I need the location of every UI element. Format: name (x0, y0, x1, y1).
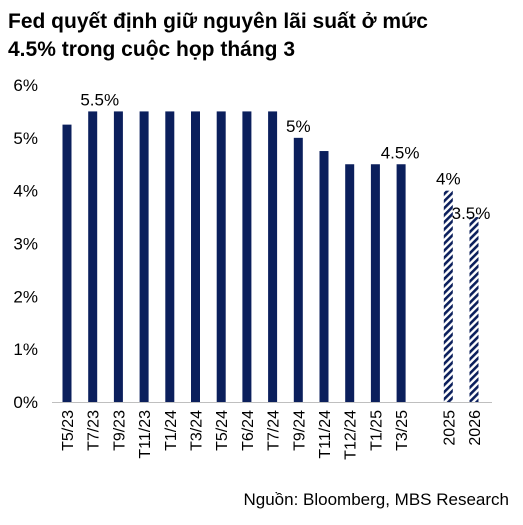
chart-title-line-1: Fed quyết định giữ nguyên lãi suất ở mức (8, 10, 428, 33)
bar (216, 111, 226, 403)
x-tick-label: T9/24 (291, 410, 308, 451)
x-tick-label: 2025 (441, 410, 458, 446)
data-label: 4% (436, 170, 461, 189)
x-tick-label: T3/24 (189, 410, 206, 451)
bar (293, 137, 303, 403)
y-tick-label: 4% (13, 182, 38, 201)
data-label: 5.5% (80, 90, 119, 109)
y-tick-label: 3% (13, 235, 38, 254)
bar (319, 151, 329, 402)
bar (113, 111, 123, 403)
y-axis: 0% 1% 2% 3% 4% 5% 6% (13, 76, 38, 412)
chart-title: Fed quyết định giữ nguyên lãi suất ở mức… (8, 8, 518, 64)
bars (62, 111, 479, 403)
bar (165, 111, 175, 403)
x-tick-label: T3/25 (394, 410, 411, 451)
x-tick-label: 2026 (467, 410, 484, 446)
bar (191, 111, 200, 403)
x-axis: T5/23 T7/23 T9/23 T11/23 T1/24 T3/24 T5/24 T6/2… (52, 402, 492, 460)
x-tick-label: T7/24 (266, 410, 283, 451)
bar (242, 111, 252, 403)
bar (396, 164, 406, 402)
x-tick-label: T11/24 (317, 410, 334, 459)
forecast-bar (469, 217, 479, 402)
bar (139, 111, 149, 403)
data-label: 5% (286, 117, 311, 136)
bar (88, 111, 98, 403)
y-tick-label: 5% (13, 129, 38, 148)
data-labels: 5.5% 5% 4.5% 4% 3.5% (80, 90, 490, 223)
bar (62, 124, 72, 402)
y-tick-label: 2% (13, 287, 38, 306)
chart-title-line-2: 4.5% trong cuộc họp tháng 3 (8, 38, 296, 61)
x-tick-label: T5/24 (214, 410, 231, 451)
x-tick-label: T7/23 (86, 410, 103, 451)
source-note: Nguồn: Bloomberg, MBS Research (243, 490, 509, 509)
data-label: 4.5% (381, 143, 420, 162)
x-tick-label: T5/23 (60, 410, 77, 451)
bar (345, 164, 355, 402)
forecast-bar (443, 190, 453, 402)
data-label: 3.5% (452, 204, 491, 223)
x-tick-label: T6/24 (240, 410, 257, 451)
x-tick-label: T12/24 (343, 410, 360, 460)
y-tick-label: 1% (13, 340, 38, 359)
bar (268, 111, 278, 403)
bar (370, 164, 380, 402)
x-tick-label: T9/23 (111, 410, 128, 451)
y-tick-label: 6% (13, 76, 38, 95)
y-tick-label: 0% (13, 393, 38, 412)
x-tick-label: T1/24 (163, 410, 180, 451)
x-tick-label: T11/23 (137, 410, 154, 459)
x-tick-label: T1/25 (368, 410, 385, 451)
